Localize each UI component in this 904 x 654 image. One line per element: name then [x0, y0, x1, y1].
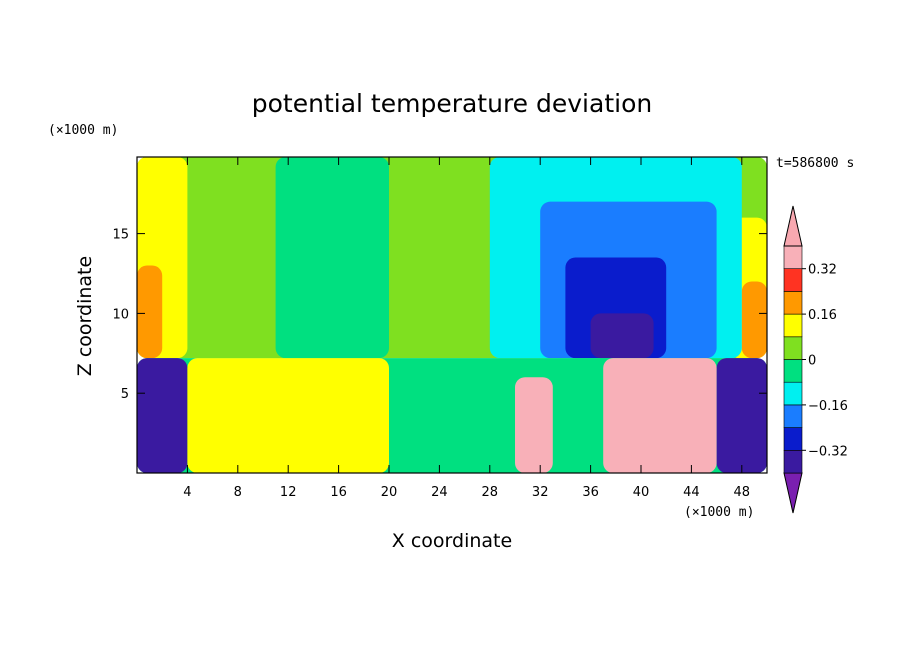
- contour-region: [716, 358, 767, 473]
- colorbar-band: [783, 313, 803, 338]
- colorbar-band: [783, 427, 803, 451]
- y-axis-label: Z coordinate: [74, 256, 96, 376]
- x-tick-label: 20: [381, 485, 398, 500]
- colorbar-tick-label: −0.32: [808, 444, 848, 459]
- contour-region: [741, 281, 767, 359]
- contour-region: [137, 358, 188, 473]
- y-tick-label: 10: [112, 307, 129, 322]
- colorbar-tick-label: 0: [808, 354, 816, 369]
- x-tick-label: 28: [482, 485, 499, 500]
- colorbar-band: [783, 381, 803, 406]
- colorbar-min-extend: [783, 472, 803, 514]
- y-tick-label: 15: [112, 228, 129, 243]
- plot-frame: [136, 156, 768, 474]
- contour-region: [515, 377, 553, 473]
- colorbar-band: [783, 245, 803, 270]
- colorbar-band: [783, 268, 803, 292]
- plot-area: [137, 157, 767, 473]
- colorbar-max-extend: [783, 205, 803, 247]
- time-label: t=586800 s: [776, 156, 854, 171]
- x-tick-label: 36: [582, 485, 599, 500]
- colorbar-band: [783, 359, 803, 383]
- y-axis: 5 10 15: [112, 228, 767, 402]
- x-tick-label: 12: [280, 485, 297, 500]
- x-tick-label: 48: [734, 485, 751, 500]
- contour-region: [603, 358, 717, 473]
- x-axis: 4 8 12 16 20 24 28 32 36 40 44 48: [183, 157, 750, 500]
- x-tick-label: 8: [234, 485, 242, 500]
- y-unit-label: (×1000 m): [48, 123, 118, 138]
- x-tick-label: 40: [633, 485, 650, 500]
- colorbar-tick-label: 0.32: [808, 263, 837, 278]
- colorbar-tick-label: 0.16: [808, 308, 837, 323]
- colorbar-band: [783, 449, 803, 474]
- x-axis-label: X coordinate: [392, 530, 512, 552]
- x-tick-label: 16: [330, 485, 347, 500]
- colorbar-band: [783, 291, 803, 315]
- contour-region: [275, 157, 389, 359]
- contour-region: [590, 313, 654, 359]
- contour-region: [137, 265, 163, 359]
- colorbar: 0.32 0.16 0 −0.16 −0.32: [783, 205, 848, 514]
- x-tick-label: 4: [183, 485, 191, 500]
- x-unit-label: (×1000 m): [684, 505, 754, 520]
- x-tick-label: 44: [683, 485, 700, 500]
- colorbar-tick-label: −0.16: [808, 399, 848, 414]
- colorbar-band: [783, 404, 803, 428]
- contour-region: [187, 358, 389, 473]
- x-tick-label: 24: [431, 485, 448, 500]
- y-tick-label: 5: [121, 387, 129, 402]
- colorbar-band: [783, 336, 803, 360]
- chart-title: potential temperature deviation: [252, 89, 652, 118]
- x-tick-label: 32: [532, 485, 549, 500]
